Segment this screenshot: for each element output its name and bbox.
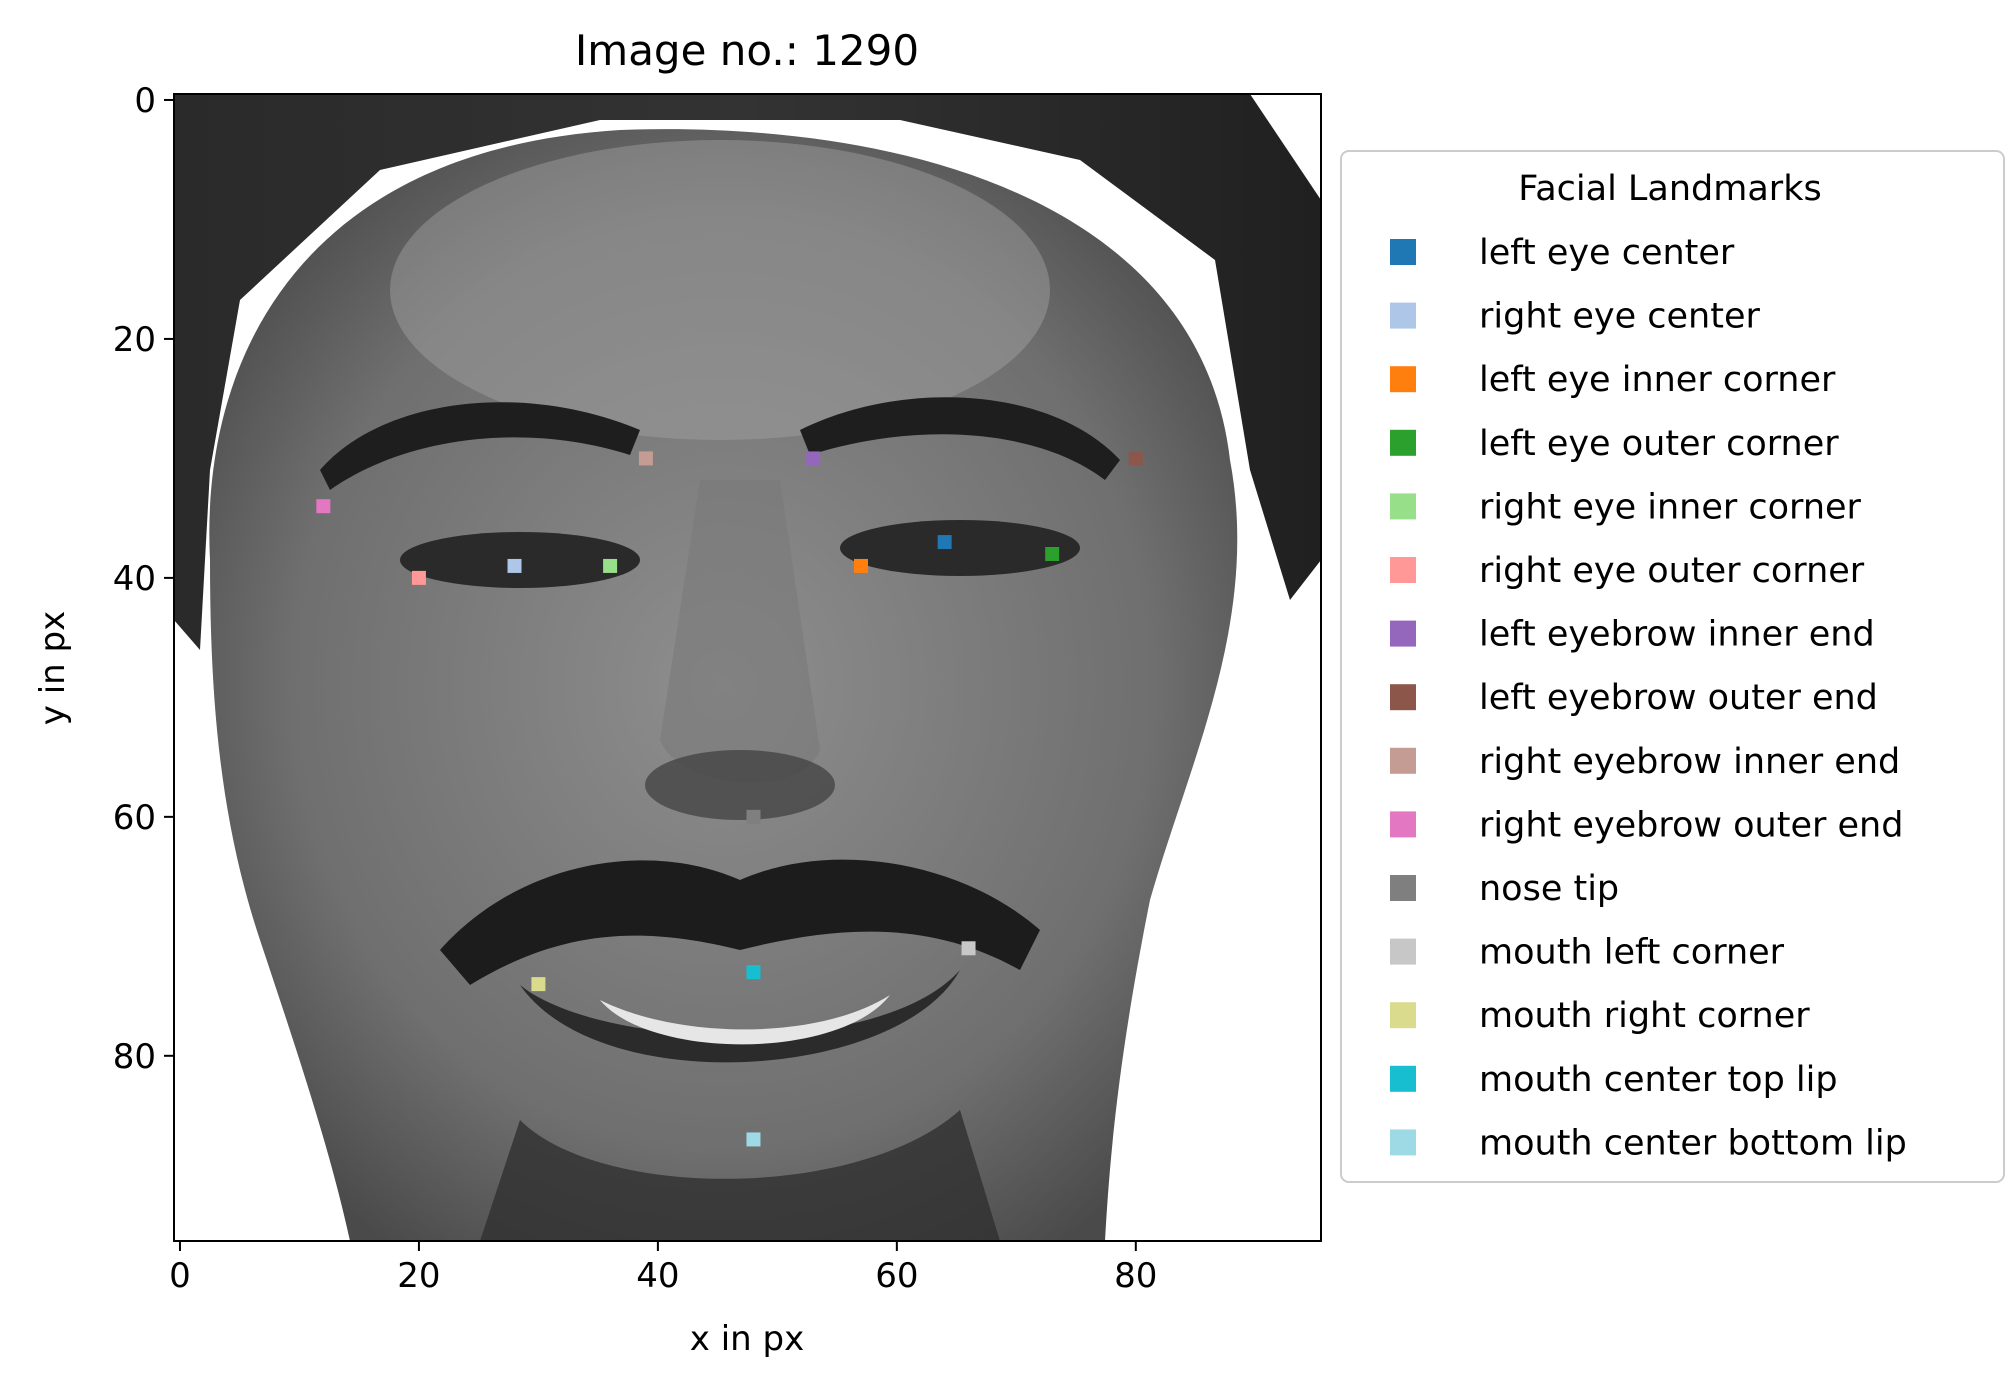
landmark-point <box>603 558 618 573</box>
landmark-point <box>746 1132 761 1147</box>
legend-label: left eye outer corner <box>1479 424 1839 464</box>
landmark-point <box>316 499 331 514</box>
legend-swatch <box>1390 302 1416 329</box>
legend-label: mouth left corner <box>1479 933 1785 973</box>
x-tick-label: 40 <box>636 1256 679 1296</box>
landmark-point <box>1045 546 1060 561</box>
legend-swatch <box>1390 366 1416 393</box>
x-tick-label: 20 <box>397 1256 440 1296</box>
legend-label: mouth center bottom lip <box>1479 1123 1907 1163</box>
legend-swatch <box>1390 493 1416 520</box>
landmark-point <box>746 809 761 824</box>
legend-label: left eyebrow outer end <box>1479 678 1878 718</box>
x-tick-label: 80 <box>1114 1256 1157 1296</box>
legend-label: left eye inner corner <box>1479 360 1836 400</box>
face-photo <box>174 94 1321 1241</box>
legend-label: left eye center <box>1479 233 1735 273</box>
legend: Facial Landmarks left eye center right ey… <box>1340 150 2005 1183</box>
x-axis-label: x in px <box>690 1319 804 1359</box>
landmark-point <box>507 558 522 573</box>
legend-swatch <box>1390 1129 1416 1156</box>
legend-swatch <box>1390 557 1416 583</box>
legend-swatch <box>1390 1065 1416 1092</box>
y-axis-label: y in px <box>33 611 73 725</box>
y-tick-label: 0 <box>134 81 156 121</box>
legend-swatch <box>1390 239 1416 265</box>
landmark-point <box>961 941 976 956</box>
landmark-point <box>411 570 426 585</box>
legend-label: left eyebrow inner end <box>1479 615 1875 655</box>
legend-label: right eye inner corner <box>1479 487 1862 527</box>
chart-title: Image no.: 1290 <box>575 26 919 75</box>
x-tick-label: 0 <box>169 1256 191 1296</box>
legend-swatch <box>1390 684 1416 711</box>
landmark-point <box>854 558 869 573</box>
legend-label: right eyebrow inner end <box>1479 742 1900 782</box>
landmark-markers <box>316 451 1143 1147</box>
legend-swatch <box>1390 938 1416 965</box>
y-tick-label: 60 <box>113 798 156 838</box>
legend-swatch <box>1390 620 1416 647</box>
legend-swatch <box>1390 1002 1416 1029</box>
y-tick-label: 40 <box>113 559 156 599</box>
legend-swatch <box>1390 429 1416 456</box>
plot-area <box>173 93 1322 1242</box>
y-tick-label: 20 <box>113 320 156 360</box>
landmark-point <box>1128 451 1143 466</box>
legend-swatch <box>1390 747 1416 774</box>
legend-label: right eyebrow outer end <box>1479 805 1903 845</box>
y-axis: 0 20 40 60 80 <box>113 81 174 1077</box>
legend-title: Facial Landmarks <box>1518 169 1821 209</box>
legend-label: nose tip <box>1479 869 1619 909</box>
y-tick-label: 80 <box>113 1037 156 1077</box>
x-tick-label: 60 <box>875 1256 918 1296</box>
legend-label: right eye center <box>1479 297 1760 337</box>
landmark-point <box>937 535 952 550</box>
x-axis: 0 20 40 60 80 <box>169 1241 1157 1296</box>
legend-frame <box>1340 150 2005 1183</box>
legend-label: mouth right corner <box>1479 996 1810 1036</box>
legend-label: mouth center top lip <box>1479 1060 1838 1100</box>
legend-label: right eye outer corner <box>1479 551 1865 591</box>
landmark-point <box>806 451 821 466</box>
legend-swatch <box>1390 875 1416 901</box>
landmark-point <box>746 965 761 980</box>
landmark-point <box>638 451 653 466</box>
landmark-point <box>531 977 546 992</box>
legend-swatch <box>1390 811 1416 838</box>
